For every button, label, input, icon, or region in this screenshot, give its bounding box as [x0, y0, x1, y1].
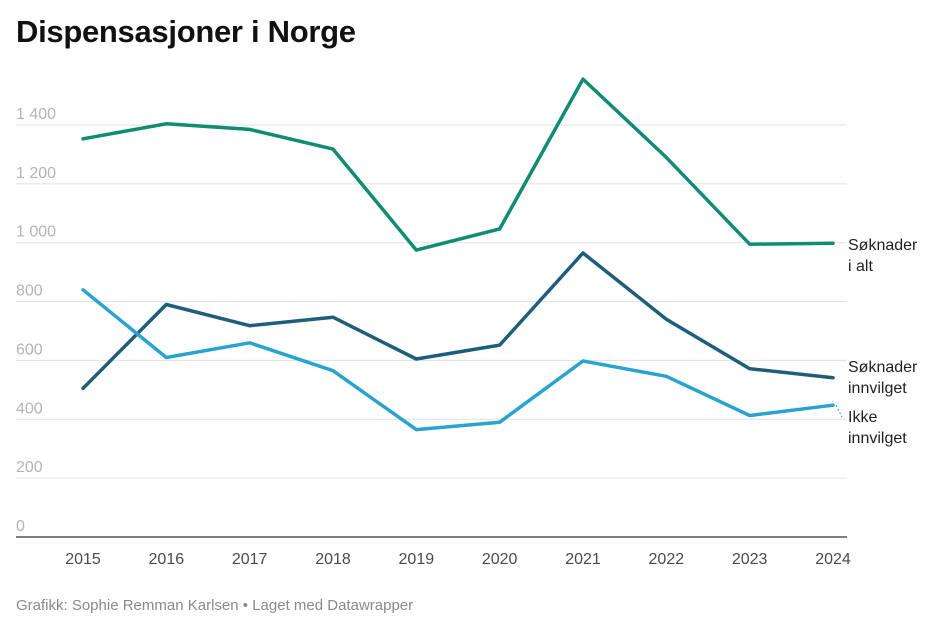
- series-line-s-knader-i-alt: [81, 77, 835, 252]
- y-tick-label: 400: [16, 400, 43, 417]
- x-tick-label: 2015: [65, 551, 101, 568]
- y-tick-label: 1 000: [16, 224, 56, 241]
- series-label: Søknader: [848, 359, 918, 376]
- footer-credit: Grafikk: Sophie Remman Karlsen • Laget m…: [16, 597, 413, 614]
- series-label: i alt: [848, 258, 873, 275]
- separator: •: [242, 597, 249, 614]
- credit-text: Grafikk: Sophie Remman Karlsen: [16, 597, 239, 614]
- label-connector: [835, 404, 843, 418]
- x-axis-ticks: 2015 2016 2017 2018 2019 2020 2021 2022 2023 2024: [65, 551, 851, 568]
- x-tick-label: 2018: [315, 551, 351, 568]
- made-with-text: Laget med Datawrapper: [252, 597, 414, 614]
- y-tick-label: 0: [16, 518, 25, 535]
- x-tick-label: 2016: [149, 551, 185, 568]
- series-label: innvilget: [848, 380, 907, 397]
- y-tick-label: 800: [16, 283, 43, 300]
- x-tick-label: 2020: [482, 551, 518, 568]
- y-tick-label: 1 400: [16, 106, 56, 123]
- x-tick-label: 2019: [399, 551, 435, 568]
- series-label: innvilget: [848, 430, 907, 447]
- y-axis-ticks: 0 200 400 600 800 1 000 1 200 1 400: [16, 106, 56, 535]
- series-lines: [81, 77, 835, 432]
- series-line-ikke-innvilget: [81, 288, 835, 432]
- y-tick-label: 200: [16, 459, 43, 476]
- y-tick-label: 600: [16, 341, 43, 358]
- series-label: Ikke: [848, 409, 877, 426]
- y-tick-label: 1 200: [16, 165, 56, 182]
- x-tick-label: 2017: [232, 551, 268, 568]
- chart-title: Dispensasjoner i Norge: [16, 14, 356, 49]
- series-label: Søknader: [848, 237, 918, 254]
- x-tick-label: 2021: [565, 551, 601, 568]
- series-line-s-knader-innvilget: [81, 251, 835, 391]
- x-tick-label: 2022: [649, 551, 685, 568]
- series-labels: Søknader i alt Søknader innvilget Ikke innvil…: [835, 237, 918, 447]
- x-tick-label: 2023: [732, 551, 768, 568]
- grid-lines: [16, 124, 847, 479]
- x-tick-label: 2024: [815, 551, 851, 568]
